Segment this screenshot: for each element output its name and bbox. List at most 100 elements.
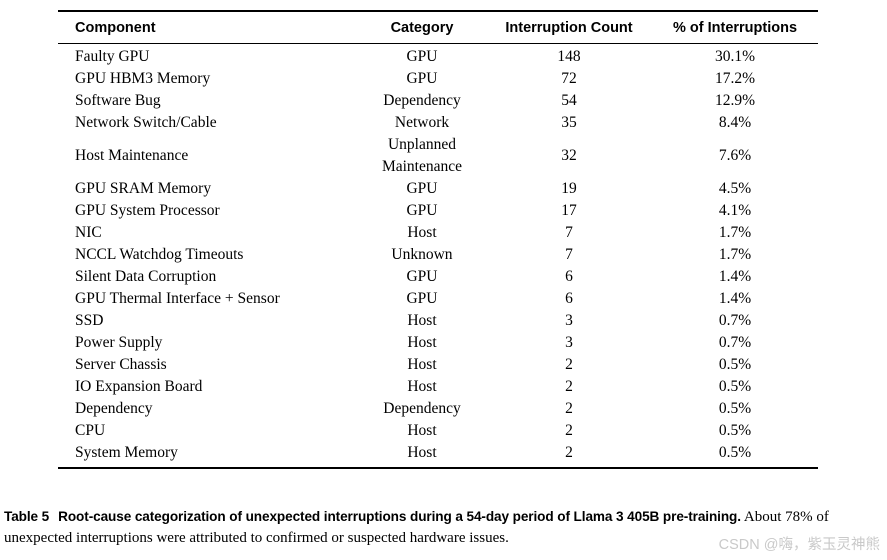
cell-category: Dependency	[383, 92, 461, 109]
interruptions-table-container: Component Category Interruption Count % …	[58, 10, 818, 469]
cell-percent: 0.5%	[718, 400, 752, 417]
table-row: GPU System Processor GPU 17 4.1%	[58, 200, 818, 222]
cell-component: Server Chassis	[75, 356, 167, 373]
table-row: Silent Data Corruption GPU 6 1.4%	[58, 266, 818, 288]
cell-percent: 4.1%	[718, 202, 752, 219]
cell-component: CPU	[75, 422, 106, 439]
cell-percent: 0.5%	[718, 444, 752, 461]
cell-category: GPU	[406, 48, 438, 65]
cell-interruption-count: 54	[561, 92, 577, 109]
cell-interruption-count: 2	[565, 378, 573, 395]
cell-category: GPU	[406, 290, 438, 307]
cell-category: Host	[407, 378, 437, 395]
table-row: Software Bug Dependency 54 12.9%	[58, 90, 818, 112]
cell-percent: 4.5%	[718, 180, 752, 197]
cell-component: IO Expansion Board	[75, 378, 203, 395]
cell-component: Software Bug	[75, 92, 161, 109]
interruptions-table: Component Category Interruption Count % …	[58, 10, 818, 469]
header-row: Component Category Interruption Count % …	[58, 11, 818, 44]
table-row: GPU SRAM Memory GPU 19 4.5%	[58, 178, 818, 200]
cell-component: GPU Thermal Interface + Sensor	[75, 290, 280, 307]
cell-interruption-count: 7	[565, 224, 573, 241]
table-row: GPU Thermal Interface + Sensor GPU 6 1.4…	[58, 288, 818, 310]
cell-category: Host	[407, 422, 437, 439]
cell-category: GPU	[406, 268, 438, 285]
cell-percent: 1.7%	[718, 224, 752, 241]
cell-percent: 17.2%	[714, 70, 756, 87]
cell-interruption-count: 17	[561, 202, 577, 219]
cell-category: Dependency	[383, 400, 461, 417]
table-row: NIC Host 7 1.7%	[58, 222, 818, 244]
cell-category: GPU	[406, 180, 438, 197]
caption-normal-text: About 78% of unexpected interruptions we…	[4, 509, 829, 546]
cell-component: NCCL Watchdog Timeouts	[75, 246, 244, 263]
cell-interruption-count: 3	[565, 312, 573, 329]
cell-percent: 7.6%	[718, 147, 752, 164]
caption-label: Table 5	[4, 509, 50, 524]
cell-interruption-count: 6	[565, 268, 573, 285]
cell-interruption-count: 2	[565, 444, 573, 461]
table-row: Network Switch/Cable Network 35 8.4%	[58, 112, 818, 134]
cell-component: Host Maintenance	[75, 147, 189, 164]
column-header-component: Component	[75, 20, 156, 36]
table-header: Component Category Interruption Count % …	[58, 11, 818, 44]
cell-interruption-count: 7	[565, 246, 573, 263]
cell-percent: 0.7%	[718, 312, 752, 329]
cell-component: System Memory	[75, 444, 178, 461]
cell-component: Silent Data Corruption	[75, 268, 217, 285]
cell-percent: 12.9%	[714, 92, 756, 109]
cell-percent: 1.7%	[718, 246, 752, 263]
cell-interruption-count: 2	[565, 422, 573, 439]
table-row: NCCL Watchdog Timeouts Unknown 7 1.7%	[58, 244, 818, 266]
cell-percent: 0.5%	[718, 356, 752, 373]
cell-interruption-count: 6	[565, 290, 573, 307]
cell-component: NIC	[75, 224, 102, 241]
column-header-percent-of-interruptions: % of Interruptions	[672, 20, 798, 36]
cell-component: Dependency	[75, 400, 153, 417]
table-row: SSD Host 3 0.7%	[58, 310, 818, 332]
table-row: GPU HBM3 Memory GPU 72 17.2%	[58, 68, 818, 90]
column-header-interruption-count: Interruption Count	[505, 20, 633, 36]
cell-interruption-count: 19	[561, 180, 577, 197]
table-row: Power Supply Host 3 0.7%	[58, 332, 818, 354]
cell-percent: 0.7%	[718, 334, 752, 351]
cell-interruption-count: 2	[565, 400, 573, 417]
table-row: Server Chassis Host 2 0.5%	[58, 354, 818, 376]
cell-component: Faulty GPU	[75, 48, 150, 65]
cell-category: Host	[407, 356, 437, 373]
cell-interruption-count: 3	[565, 334, 573, 351]
cell-percent: 0.5%	[718, 422, 752, 439]
cell-category: Host	[407, 444, 437, 461]
cell-interruption-count: 148	[557, 48, 581, 65]
table-row: Host Maintenance Unplanned Maintenance 3…	[58, 134, 818, 178]
table-row: Faulty GPU GPU 148 30.1%	[58, 44, 818, 69]
caption-bold-text: Root-cause categorization of unexpected …	[58, 509, 741, 524]
cell-component: GPU HBM3 Memory	[75, 70, 211, 87]
table-row: CPU Host 2 0.5%	[58, 420, 818, 442]
cell-category: GPU	[406, 202, 438, 219]
cell-interruption-count: 32	[561, 147, 577, 164]
csdn-watermark: CSDN @嗨，紫玉灵神熊	[718, 537, 880, 553]
cell-component: SSD	[75, 312, 104, 329]
table-caption: Table 5 Root-cause categorization of unex…	[4, 507, 883, 548]
cell-interruption-count: 35	[561, 114, 577, 131]
cell-percent: 8.4%	[718, 114, 752, 131]
cell-component: GPU SRAM Memory	[75, 180, 212, 197]
column-header-category: Category	[390, 20, 454, 36]
cell-category: Unknown	[391, 246, 453, 263]
cell-category: Network	[394, 114, 450, 131]
cell-component: Power Supply	[75, 334, 163, 351]
cell-percent: 1.4%	[718, 290, 752, 307]
cell-category: Unplanned Maintenance	[381, 136, 463, 175]
cell-category: Host	[407, 312, 437, 329]
cell-component: Network Switch/Cable	[75, 114, 217, 131]
table-row: Dependency Dependency 2 0.5%	[58, 398, 818, 420]
cell-category: Host	[407, 224, 437, 241]
cell-percent: 0.5%	[718, 378, 752, 395]
table-body: Faulty GPU GPU 148 30.1% GPU HBM3 Memory…	[58, 44, 818, 469]
cell-category: Host	[407, 334, 437, 351]
cell-component: GPU System Processor	[75, 202, 220, 219]
table-row: System Memory Host 2 0.5%	[58, 442, 818, 468]
cell-percent: 1.4%	[718, 268, 752, 285]
table-row: IO Expansion Board Host 2 0.5%	[58, 376, 818, 398]
